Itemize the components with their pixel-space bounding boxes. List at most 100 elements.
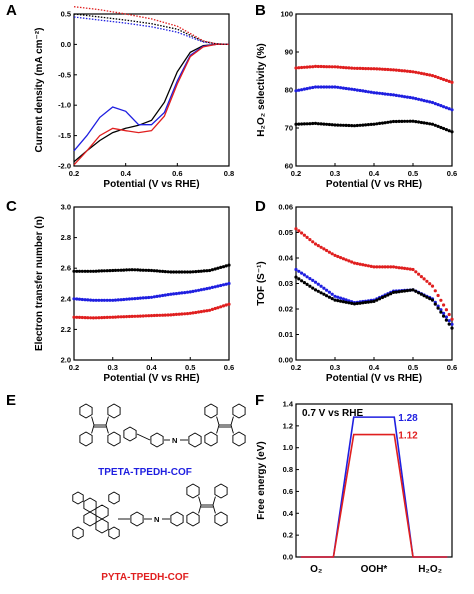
data-point: [149, 314, 154, 318]
y-tick-label: 0.03: [278, 279, 293, 288]
data-point: [213, 306, 217, 311]
y-tick-label: 0.6: [283, 487, 293, 496]
plot-frame: [295, 13, 453, 167]
data-point: [152, 313, 156, 318]
data-point: [219, 265, 223, 269]
data-point: [411, 96, 415, 100]
data-point: [158, 313, 162, 317]
data-point: [89, 316, 93, 320]
data-point: [414, 289, 418, 293]
y-tick-label: 0.05: [278, 228, 293, 237]
data-point: [436, 103, 440, 107]
phenyl-ring-icon: [95, 504, 109, 520]
x-axis-label: Potential (V vs RHE): [326, 179, 422, 190]
category-label: O₂: [310, 564, 322, 575]
data-point: [100, 298, 104, 302]
data-point: [355, 88, 359, 92]
data-point: [210, 307, 214, 311]
bond-line: [212, 504, 216, 514]
data-point: [397, 119, 401, 123]
series-1: [294, 267, 454, 326]
data-point: [113, 298, 118, 302]
data-point: [369, 67, 373, 71]
data-point: [372, 122, 376, 126]
data-point: [341, 86, 345, 90]
y-tick-label: -0.5: [58, 70, 71, 79]
data-point: [122, 268, 126, 272]
data-point: [383, 265, 387, 269]
data-point: [425, 72, 429, 77]
data-point: [433, 102, 437, 106]
data-point: [366, 264, 370, 268]
data-point: [166, 313, 170, 317]
data-point: [313, 64, 318, 68]
data-point: [202, 269, 206, 273]
data-point: [344, 298, 348, 302]
data-point: [219, 305, 223, 309]
data-point: [417, 291, 421, 295]
molecule-label: PYTA-TPEDH-COF: [101, 572, 189, 583]
data-point: [199, 288, 203, 292]
data-point: [86, 316, 90, 320]
data-point: [344, 123, 348, 127]
data-point: [336, 299, 340, 303]
data-point: [313, 121, 318, 125]
phenyl-ring-icon: [107, 403, 121, 419]
data-point: [422, 294, 426, 298]
data-point: [450, 108, 454, 112]
data-point: [408, 119, 412, 123]
data-point: [428, 282, 432, 286]
data-point: [339, 299, 343, 303]
data-point: [197, 288, 201, 292]
data-point: [89, 269, 93, 273]
energy-profile-0: [300, 416, 448, 558]
bond-line: [105, 416, 109, 426]
bond-line: [105, 424, 109, 434]
data-point: [133, 314, 137, 318]
data-point: [224, 303, 228, 307]
data-point: [108, 315, 112, 319]
data-point: [394, 265, 398, 269]
data-point: [116, 268, 120, 272]
category-label: OOH*: [361, 564, 388, 575]
phenyl-ring-icon: [204, 431, 218, 447]
data-point: [302, 273, 306, 277]
data-point: [183, 312, 187, 316]
data-point: [102, 315, 106, 320]
data-point: [411, 288, 415, 292]
data-point: [300, 88, 304, 92]
data-point: [208, 308, 212, 312]
data-point: [108, 269, 112, 273]
phenyl-ring-icon: [232, 403, 246, 419]
data-point: [113, 315, 118, 319]
data-point: [419, 292, 423, 296]
x-tick-label: 0.2: [69, 363, 79, 372]
data-point: [216, 284, 220, 288]
phenyl-ring-icon: [123, 426, 137, 442]
data-point: [339, 296, 343, 300]
data-point: [311, 286, 315, 290]
data-point: [400, 94, 404, 98]
data-point: [439, 310, 443, 314]
data-point: [147, 314, 151, 318]
data-point: [378, 297, 382, 301]
panel-letter-b: B: [255, 2, 266, 19]
data-point: [108, 298, 112, 302]
data-point: [417, 71, 421, 75]
data-point: [202, 309, 206, 313]
phenyl-ring-icon: [214, 483, 228, 499]
data-point: [378, 265, 382, 269]
chart-b: 60 70 80 90 100 0.2 0.3 0.4 0.5 0.6 Potential (V v…: [256, 10, 457, 191]
data-point: [297, 122, 301, 126]
data-point: [322, 292, 326, 296]
data-point: [155, 294, 159, 298]
data-point: [333, 253, 337, 257]
data-point: [100, 316, 104, 320]
data-point: [375, 298, 379, 302]
data-point: [444, 308, 448, 312]
x-axis-label: Potential (V vs RHE): [326, 373, 422, 384]
data-point: [297, 66, 301, 70]
data-point: [180, 270, 184, 274]
data-point: [300, 271, 304, 275]
